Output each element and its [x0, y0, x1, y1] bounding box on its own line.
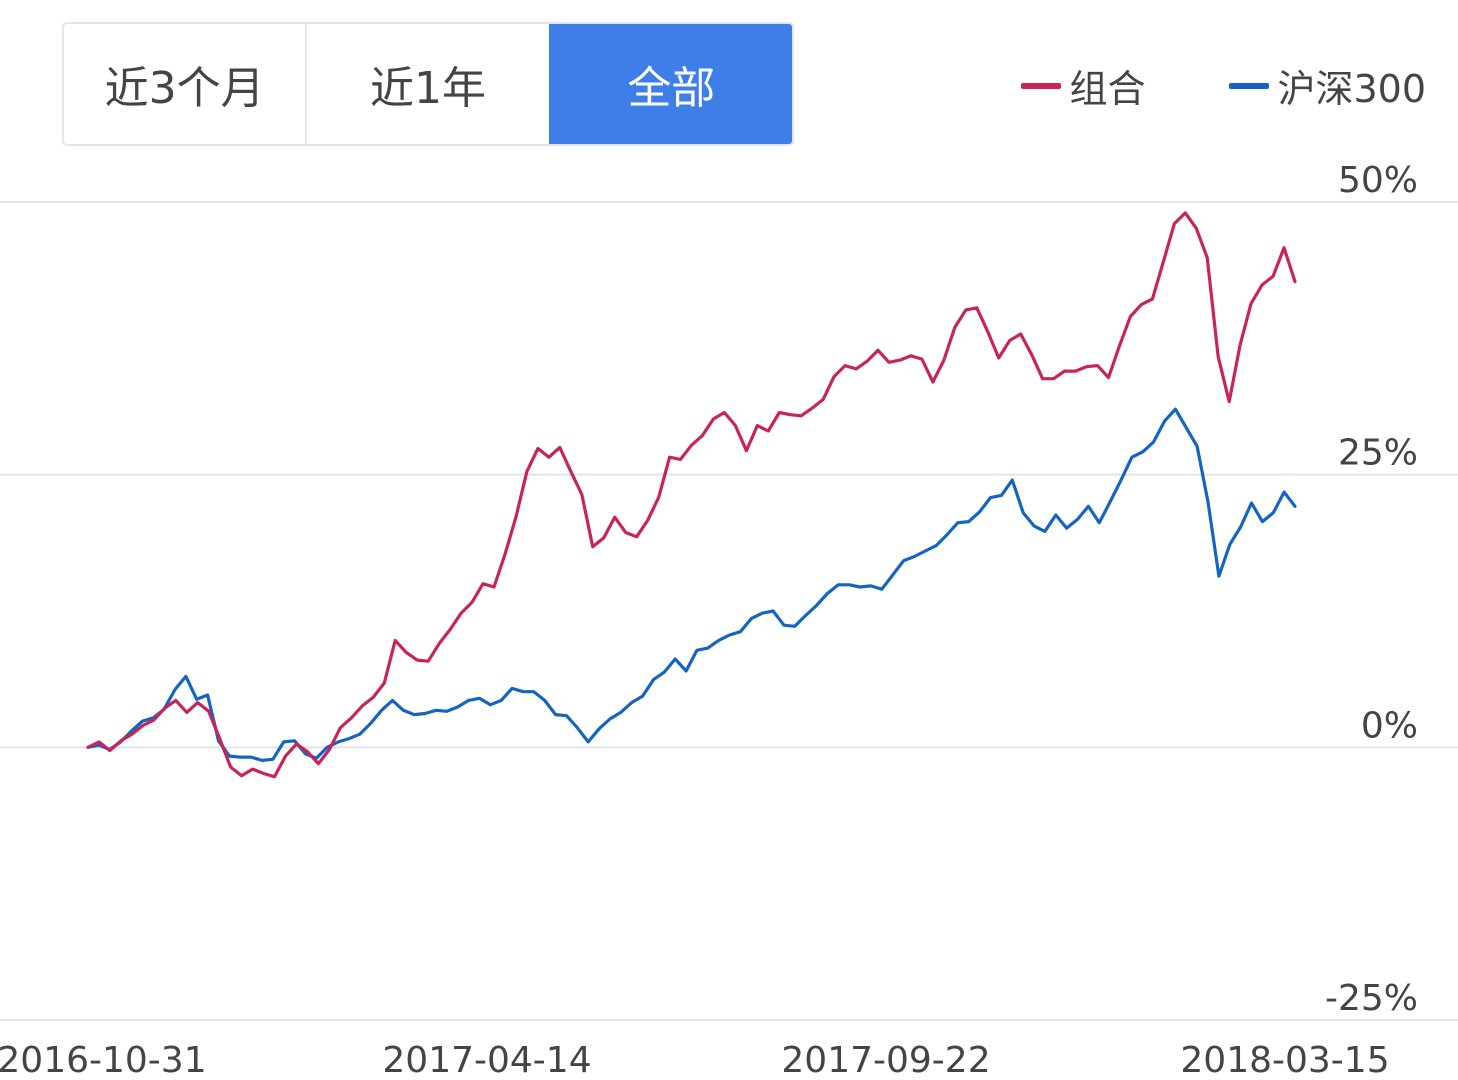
chart-legend: 组合 沪深300	[1021, 58, 1426, 113]
x-tick-label: 2017-04-14	[382, 1040, 591, 1080]
y-tick-label: 25%	[1338, 433, 1418, 474]
x-tick-label: 2018-03-15	[1180, 1040, 1389, 1080]
y-tick-label: 50%	[1338, 160, 1418, 201]
legend-swatch-benchmark	[1229, 82, 1270, 89]
legend-label-benchmark: 沪深300	[1277, 67, 1426, 111]
x-tick-label: 2017-09-22	[781, 1040, 990, 1080]
tab-1-year[interactable]: 近1年	[305, 24, 549, 144]
series-line-benchmark	[86, 407, 1297, 763]
tab-3-months[interactable]: 近3个月	[64, 24, 306, 144]
time-range-selector: 近3个月 近1年 全部	[62, 22, 794, 146]
legend-item-benchmark: 沪深300	[1229, 58, 1426, 113]
y-tick-label: -25%	[1325, 978, 1418, 1019]
legend-label-portfolio: 组合	[1069, 67, 1146, 111]
legend-swatch-portfolio	[1021, 82, 1062, 89]
tab-all[interactable]: 全部	[548, 24, 792, 144]
x-tick-label: 2016-10-31	[0, 1040, 207, 1080]
legend-item-portfolio: 组合	[1021, 58, 1145, 113]
y-tick-label: 0%	[1361, 705, 1418, 746]
series-line-portfolio	[86, 211, 1297, 779]
